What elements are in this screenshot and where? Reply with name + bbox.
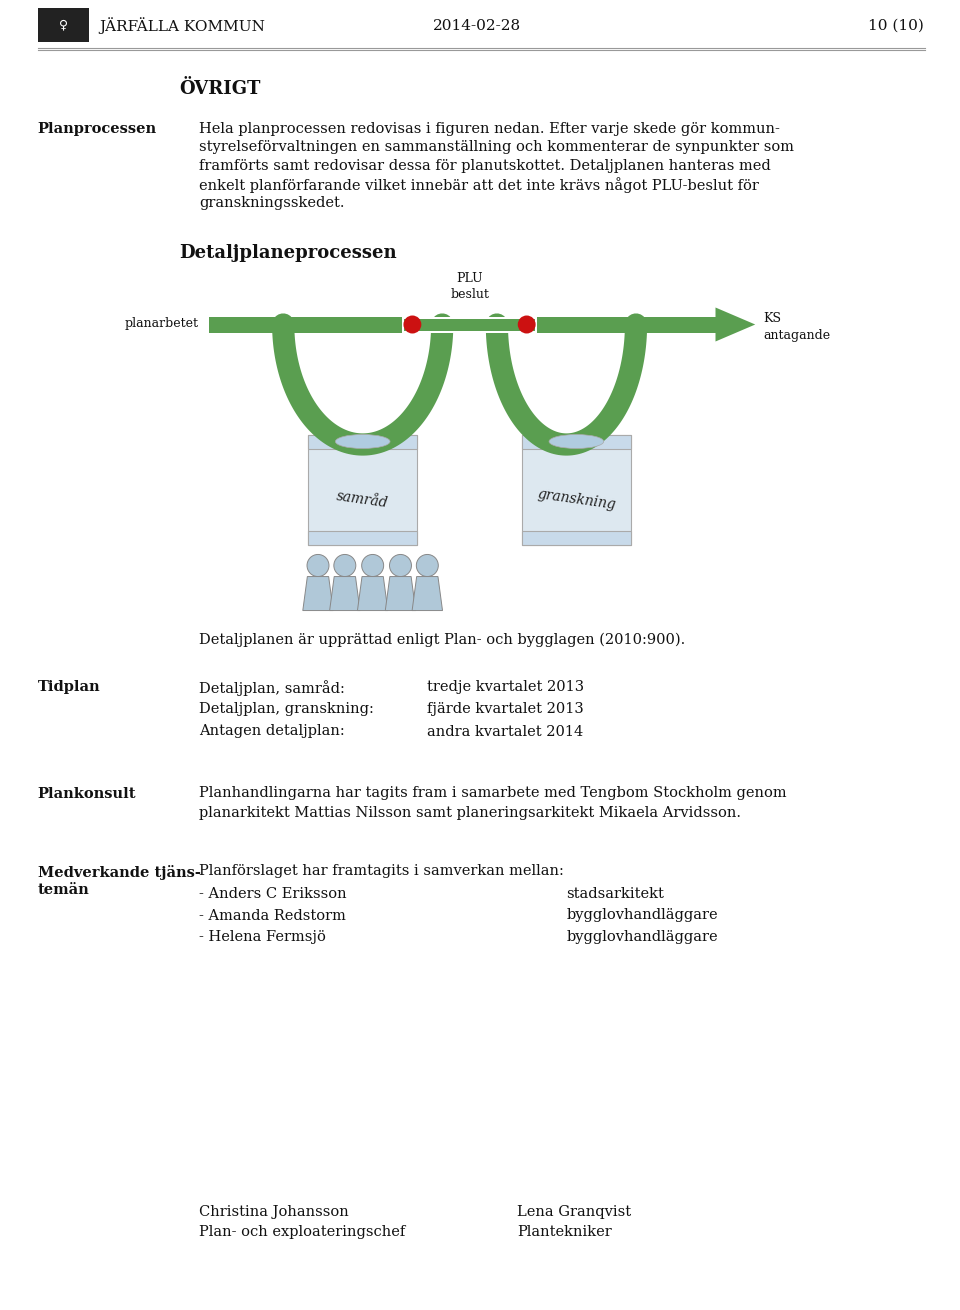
Text: JÄRFÄLLA KOMMUN: JÄRFÄLLA KOMMUN [100,17,265,34]
Text: ♀: ♀ [59,18,68,31]
Ellipse shape [549,435,604,448]
Text: tredje kvartalet 2013: tredje kvartalet 2013 [427,680,585,694]
Ellipse shape [335,435,390,448]
Text: KS: KS [763,313,781,325]
Text: Planprocessen: Planprocessen [37,122,156,136]
Text: Planförslaget har framtagits i samverkan mellan:: Planförslaget har framtagits i samverkan… [199,865,564,879]
Text: Detaljplan, granskning:: Detaljplan, granskning: [199,702,373,717]
Circle shape [517,316,536,334]
Text: Medverkande tjäns-: Medverkande tjäns- [37,865,201,879]
Bar [521,435,631,545]
Text: Detaljplanen är upprättad enligt Plan- och bygglagen (2010:900).: Detaljplanen är upprättad enligt Plan- o… [199,633,685,647]
Circle shape [307,554,329,576]
Text: PLU: PLU [456,272,483,286]
Text: andra kvartalet 2014: andra kvartalet 2014 [427,724,584,739]
Text: Plantekniker: Plantekniker [516,1225,612,1239]
Text: - Amanda Redstorm: - Amanda Redstorm [199,909,346,922]
Text: stadsarkitekt: stadsarkitekt [566,887,664,900]
Bar [527,317,715,333]
Bar [308,435,418,545]
Text: planarkitekt Mattias Nilsson samt planeringsarkitekt Mikaela Arvidsson.: planarkitekt Mattias Nilsson samt planer… [199,806,741,820]
Text: - Helena Fermsjö: - Helena Fermsjö [199,930,325,945]
Circle shape [334,554,356,576]
Text: antagande: antagande [763,329,830,342]
Bar [413,317,527,333]
Polygon shape [329,576,360,610]
Text: framförts samt redovisar dessa för planutskottet. Detaljplanen hanteras med: framförts samt redovisar dessa för planu… [199,159,771,173]
Text: temän: temän [37,883,89,897]
Polygon shape [302,576,333,610]
Bar [308,435,418,448]
Text: granskningsskedet.: granskningsskedet. [199,196,345,210]
Text: Tidplan: Tidplan [37,680,101,694]
Text: Lena Granqvist: Lena Granqvist [516,1205,631,1220]
Circle shape [362,554,384,576]
Text: enkelt planförfarande vilket innebär att det inte krävs något PLU-beslut för: enkelt planförfarande vilket innebär att… [199,177,758,194]
Text: Planhandlingarna har tagits fram i samarbete med Tengbom Stockholm genom: Planhandlingarna har tagits fram i samar… [199,786,786,800]
Bar [521,435,631,448]
Bar [402,317,537,333]
Text: granskning: granskning [537,487,616,512]
Text: 2014-02-28: 2014-02-28 [433,20,521,33]
Bar [308,531,418,545]
Text: bygglovhandläggare: bygglovhandläggare [566,909,718,922]
Text: Hela planprocessen redovisas i figuren nedan. Efter varje skede gör kommun-: Hela planprocessen redovisas i figuren n… [199,122,780,136]
Bar [208,317,413,333]
Text: ÖVRIGT: ÖVRIGT [179,80,260,98]
Text: bygglovhandläggare: bygglovhandläggare [566,930,718,945]
Polygon shape [412,576,443,610]
Text: Plankonsult: Plankonsult [37,786,136,800]
Text: 10 (10): 10 (10) [868,20,924,33]
Bar [521,531,631,545]
Bar [37,8,89,42]
Circle shape [403,316,421,334]
Text: Plan- och exploateringschef: Plan- och exploateringschef [199,1225,405,1239]
Text: beslut: beslut [450,287,489,300]
Text: planarbetet: planarbetet [125,317,199,330]
Polygon shape [385,576,416,610]
Text: samråd: samråd [336,489,390,510]
Text: Detaljplaneprocessen: Detaljplaneprocessen [179,245,396,262]
Text: Antagen detaljplan:: Antagen detaljplan: [199,724,345,739]
Text: Christina Johansson: Christina Johansson [199,1205,348,1220]
Polygon shape [357,576,388,610]
Text: fjärde kvartalet 2013: fjärde kvartalet 2013 [427,702,584,717]
Text: styrelseförvaltningen en sammanställning och kommenterar de synpunkter som: styrelseförvaltningen en sammanställning… [199,140,794,155]
Polygon shape [715,308,756,342]
Text: Detaljplan, samråd:: Detaljplan, samråd: [199,680,345,697]
Circle shape [390,554,412,576]
Text: - Anders C Eriksson: - Anders C Eriksson [199,887,347,900]
Bar [404,318,535,330]
Circle shape [417,554,439,576]
